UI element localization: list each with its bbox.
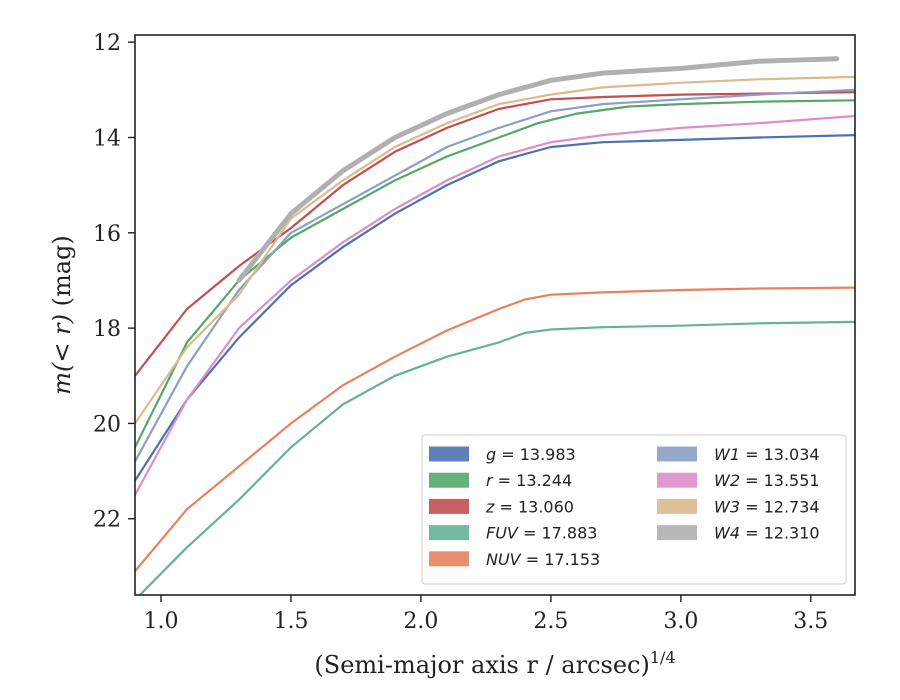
series-line-w4 [236, 56, 840, 283]
legend-swatch [429, 498, 469, 514]
series-line-w1 [135, 88, 855, 463]
x-axis-label: (Semi-major axis r / arcsec)1/4 [314, 648, 675, 679]
x-tick-label: 1.0 [143, 609, 178, 634]
y-tick-label: 16 [93, 222, 121, 247]
legend-label: W4 = 12.310 [714, 524, 820, 543]
y-tick-label: 20 [93, 412, 121, 437]
y-tick-label: 18 [93, 317, 121, 342]
x-axis-label-exponent: 1/4 [650, 648, 676, 667]
y-tick-label: 12 [93, 31, 121, 56]
y-tick-label: 22 [93, 508, 121, 533]
y-axis-label-unit: (mag) [48, 235, 76, 314]
x-tick-label: 2.5 [533, 609, 568, 634]
legend-item-z: z = 13.060 [429, 497, 574, 516]
x-axis-ticks: 1.0 1.5 2.0 2.5 3.0 3.5 [143, 595, 828, 634]
legend-swatch [657, 498, 697, 514]
legend-label: r = 13.244 [486, 471, 572, 490]
plot-frame [134, 34, 856, 596]
x-tick-label: 3.0 [663, 609, 698, 634]
x-tick-label: 1.5 [273, 609, 308, 634]
legend-item-fuv: FUV = 17.883 [429, 524, 597, 543]
legend-item-w4: W4 = 12.310 [657, 524, 820, 543]
legend-item-w2: W2 = 13.551 [657, 471, 820, 490]
legend-label: g = 13.983 [486, 445, 576, 464]
legend-swatch [429, 446, 469, 462]
y-axis-label: m(< r) (mag) [48, 235, 76, 395]
legend-swatch [429, 551, 469, 567]
y-axis-ticks: 12 14 16 18 20 22 [93, 31, 135, 533]
series-line-z [135, 91, 855, 377]
legend-label: W1 = 13.034 [714, 445, 820, 464]
legend-label: FUV = 17.883 [486, 524, 597, 543]
legend-swatch [429, 472, 469, 488]
legend-label: z = 13.060 [485, 497, 574, 516]
series-line-w2 [135, 114, 855, 496]
legend-item-r: r = 13.244 [429, 471, 572, 490]
legend-swatch [657, 446, 697, 462]
x-tick-label: 3.5 [793, 609, 828, 634]
legend-items: g = 13.983 r = 13.244 z = 13.060 FUV = 17.8… [429, 445, 820, 569]
legend-swatch [429, 525, 469, 541]
legend: g = 13.983 r = 13.244 z = 13.060 FUV = 17.8… [421, 434, 847, 585]
y-axis-label-symbol: m(< r) [48, 314, 76, 395]
x-tick-label: 2.0 [403, 609, 438, 634]
legend-item-w1: W1 = 13.034 [657, 445, 820, 464]
series-line-w3 [135, 75, 855, 425]
legend-swatch [657, 472, 697, 488]
legend-swatch [657, 525, 697, 541]
legend-item-nuv: NUV = 17.153 [429, 550, 600, 569]
legend-frame [421, 434, 847, 585]
series-line-fuv [138, 320, 855, 595]
legend-label: NUV = 17.153 [486, 550, 600, 569]
series-lines [135, 56, 855, 595]
series-line-g [135, 134, 855, 482]
legend-item-w3: W3 = 12.734 [657, 497, 820, 516]
y-tick-label: 14 [93, 126, 121, 151]
legend-label: W3 = 12.734 [714, 497, 820, 516]
legend-item-g: g = 13.983 [429, 445, 576, 464]
series-line-nuv [135, 286, 855, 573]
legend-label: W2 = 13.551 [714, 471, 820, 490]
